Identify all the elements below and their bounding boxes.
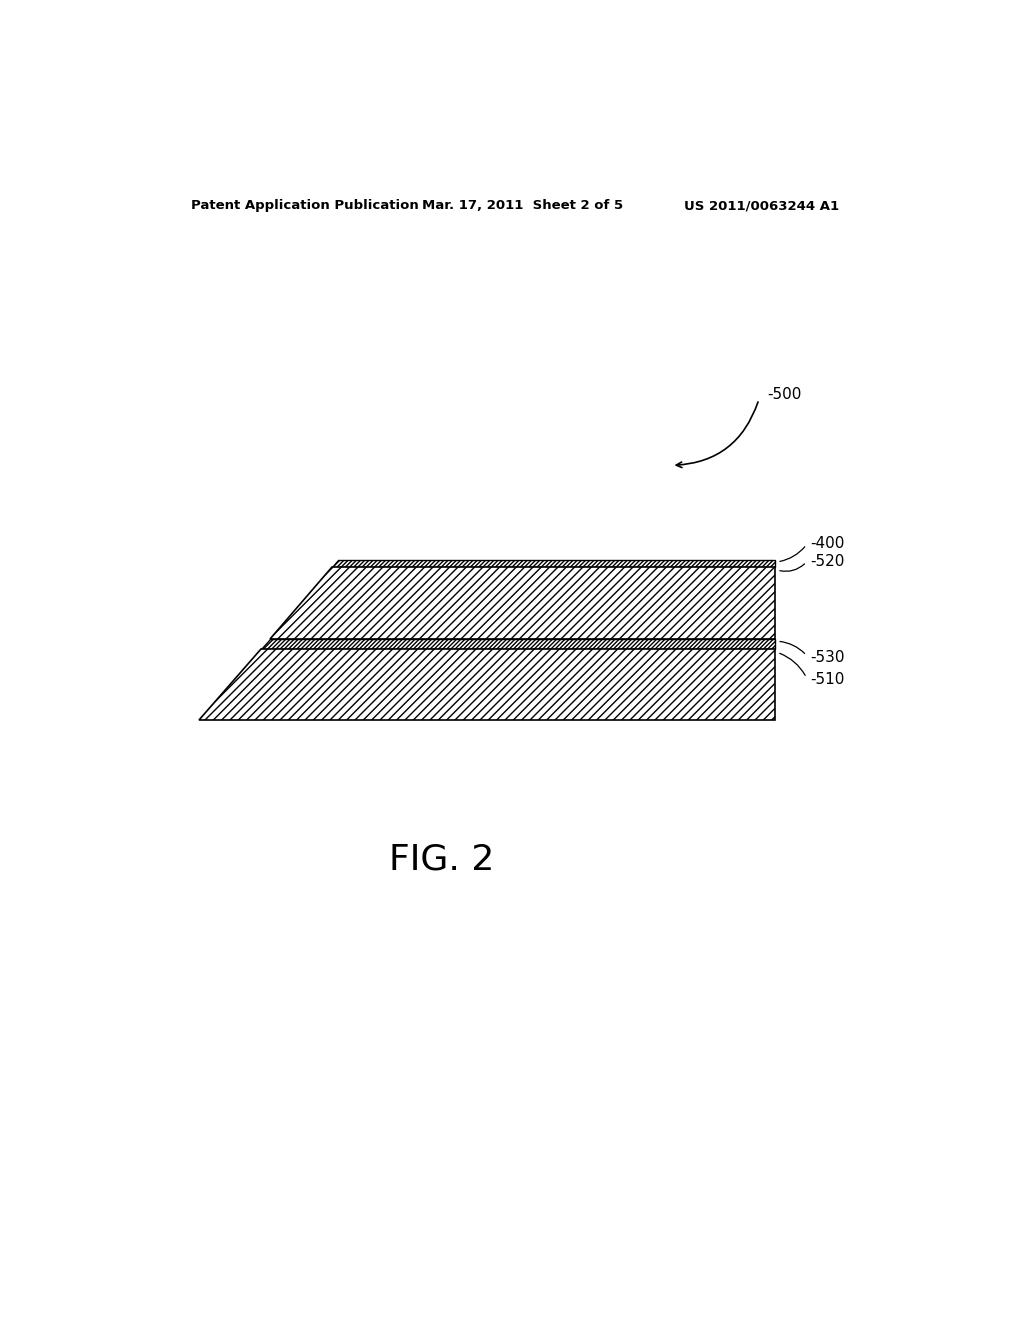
Polygon shape [200,649,775,721]
Polygon shape [269,568,775,639]
Text: -520: -520 [811,554,845,569]
Text: FIG. 2: FIG. 2 [389,842,495,876]
Polygon shape [332,560,775,568]
Text: US 2011/0063244 A1: US 2011/0063244 A1 [684,199,839,213]
Text: -530: -530 [811,649,845,665]
Text: -510: -510 [811,672,845,688]
Text: Mar. 17, 2011  Sheet 2 of 5: Mar. 17, 2011 Sheet 2 of 5 [422,199,623,213]
Text: -400: -400 [811,536,845,552]
Text: Patent Application Publication: Patent Application Publication [191,199,419,213]
Polygon shape [261,639,775,649]
Text: -500: -500 [767,387,801,401]
